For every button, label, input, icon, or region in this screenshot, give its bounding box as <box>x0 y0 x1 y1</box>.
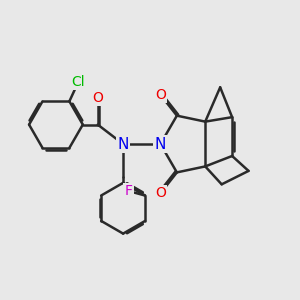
Text: Cl: Cl <box>71 75 85 89</box>
Text: O: O <box>155 186 166 200</box>
Text: N: N <box>155 136 166 152</box>
Text: O: O <box>155 88 166 102</box>
Text: N: N <box>117 136 129 152</box>
Text: F: F <box>125 184 133 198</box>
Text: O: O <box>92 91 103 105</box>
